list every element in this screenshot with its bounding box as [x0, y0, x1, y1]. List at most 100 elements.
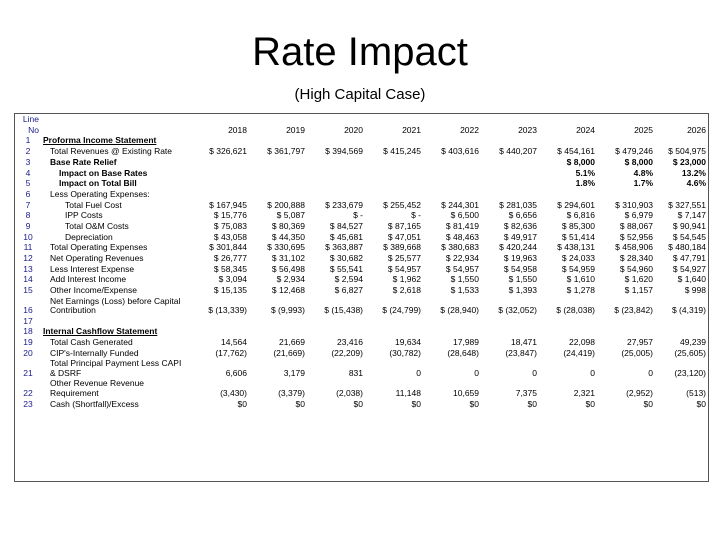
value-cell: 2,321: [573, 387, 595, 398]
value-cell: (25,605): [674, 347, 706, 358]
table-row: 22 Other Revenue Revenue Requirement (3,43…: [15, 378, 708, 398]
value-cell: 22,098: [569, 337, 595, 348]
value-cell: $ 330,695: [267, 242, 305, 253]
value-cell: [191, 157, 249, 168]
row-label: Impact on Base Rates: [59, 167, 148, 178]
value-cell: $0: [585, 398, 595, 409]
slide-title: Rate Impact: [252, 30, 468, 74]
header-row-line: Line: [15, 114, 708, 125]
value-cell: (28,648): [447, 347, 479, 358]
value-cell: [423, 316, 481, 327]
line-number: 4: [25, 167, 31, 178]
line-number: 14: [23, 274, 33, 285]
value-cell: $0: [237, 398, 247, 409]
line-number: 13: [23, 263, 33, 274]
value-cell: $ 5,087: [276, 210, 305, 221]
value-cell: 0: [532, 367, 537, 378]
value-cell: $0: [527, 398, 537, 409]
row-label: Proforma Income Statement: [43, 135, 157, 146]
value-cell: [539, 189, 597, 200]
line-number: 1: [25, 135, 31, 146]
value-cell: $ 2,934: [276, 274, 305, 285]
value-cell: (3,379): [278, 387, 305, 398]
value-cell: (22,209): [331, 347, 363, 358]
table-row: 12 Net Operating Revenues $ 26,777 $ 31,102…: [15, 253, 708, 264]
value-cell: 10,659: [453, 387, 479, 398]
row-label: Net Operating Revenues: [50, 253, 144, 264]
table-row: 15 Other Income/Expense $ 15,135 $ 12,468 $ …: [15, 285, 708, 296]
value-cell: [597, 135, 655, 146]
value-cell: $ 1,550: [450, 274, 479, 285]
value-cell: [423, 157, 481, 168]
year-header: 2026: [687, 124, 706, 135]
value-cell: $ (9,993): [270, 305, 305, 316]
value-cell: [655, 326, 708, 337]
value-cell: $ 294,601: [557, 199, 595, 210]
row-label: Total Operating Expenses: [50, 242, 148, 253]
row-label: Internal Cashflow Statement: [43, 326, 158, 337]
table-row: 5 Impact on Total Bill 1.8% 1.7% 4.6%: [15, 178, 708, 189]
year-header: 2019: [286, 124, 305, 135]
table-row: 14 Add Interest Income $ 3,094 $ 2,934 $ 2,5…: [15, 274, 708, 285]
value-cell: 1.7%: [633, 178, 653, 189]
value-cell: [597, 316, 655, 327]
value-cell: 1.8%: [575, 178, 595, 189]
value-cell: [307, 135, 365, 146]
value-cell: $ 80,369: [271, 220, 305, 231]
value-cell: (25,005): [621, 347, 653, 358]
value-cell: [365, 157, 423, 168]
value-cell: 7,375: [515, 387, 537, 398]
year-header: 2020: [344, 124, 363, 135]
value-cell: $ 310,903: [615, 199, 653, 210]
value-cell: 49,239: [680, 337, 706, 348]
value-cell: [655, 189, 708, 200]
value-cell: 0: [590, 367, 595, 378]
value-cell: 3,179: [283, 367, 305, 378]
value-cell: 4.8%: [633, 167, 653, 178]
value-cell: 17,989: [453, 337, 479, 348]
value-cell: 4.6%: [686, 178, 706, 189]
value-cell: $ 326,621: [209, 146, 247, 157]
year-header: 2023: [518, 124, 537, 135]
table-row: 18 Internal Cashflow Statement: [15, 326, 708, 337]
value-cell: [481, 135, 539, 146]
table-row: 8 IPP Costs $ 15,776 $ 5,087 $ - $ - $ 6,500 $ …: [15, 210, 708, 221]
value-cell: [191, 167, 249, 178]
value-cell: $ 458,906: [615, 242, 653, 253]
year-header: 2022: [460, 124, 479, 135]
line-number: 10: [23, 231, 33, 242]
value-cell: $ 6,656: [508, 210, 537, 221]
value-cell: 23,416: [337, 337, 363, 348]
value-cell: [481, 178, 539, 189]
value-cell: 0: [648, 367, 653, 378]
table-row: 6 Less Operating Expenses:: [15, 189, 708, 200]
value-cell: $ 54,957: [387, 263, 421, 274]
value-cell: $ 380,683: [441, 242, 479, 253]
row-label: Add Interest Income: [50, 274, 127, 285]
row-label: Other Revenue Revenue Requirement: [50, 378, 145, 398]
value-cell: $ 15,135: [213, 285, 247, 296]
value-cell: [365, 326, 423, 337]
value-cell: $ 403,616: [441, 146, 479, 157]
value-cell: [365, 135, 423, 146]
table-row: 16 Net Earnings (Loss) before Capital Con…: [15, 296, 708, 316]
value-cell: $ 2,594: [334, 274, 363, 285]
row-label: Base Rate Relief: [50, 156, 117, 167]
value-cell: $ 394,569: [325, 146, 363, 157]
value-cell: $ 479,246: [615, 146, 653, 157]
value-cell: $ 415,245: [383, 146, 421, 157]
value-cell: $ (4,319): [671, 305, 706, 316]
row-label: Total Cash Generated: [50, 337, 133, 348]
value-cell: [307, 167, 365, 178]
value-cell: (23,847): [505, 347, 537, 358]
year-header: 2025: [634, 124, 653, 135]
row-label: Less Operating Expenses:: [50, 188, 150, 199]
value-cell: $ 998: [684, 285, 706, 296]
value-cell: [539, 135, 597, 146]
value-cell: $ 6,827: [334, 285, 363, 296]
value-cell: $ 1,620: [624, 274, 653, 285]
value-cell: $ 420,244: [499, 242, 537, 253]
table-row: 23 Cash (Shortfall)/Excess $0 $0 $0 $0 $0 $0 $0 $…: [15, 398, 708, 409]
value-cell: $ 1,610: [566, 274, 595, 285]
value-cell: 11,148: [395, 387, 421, 398]
